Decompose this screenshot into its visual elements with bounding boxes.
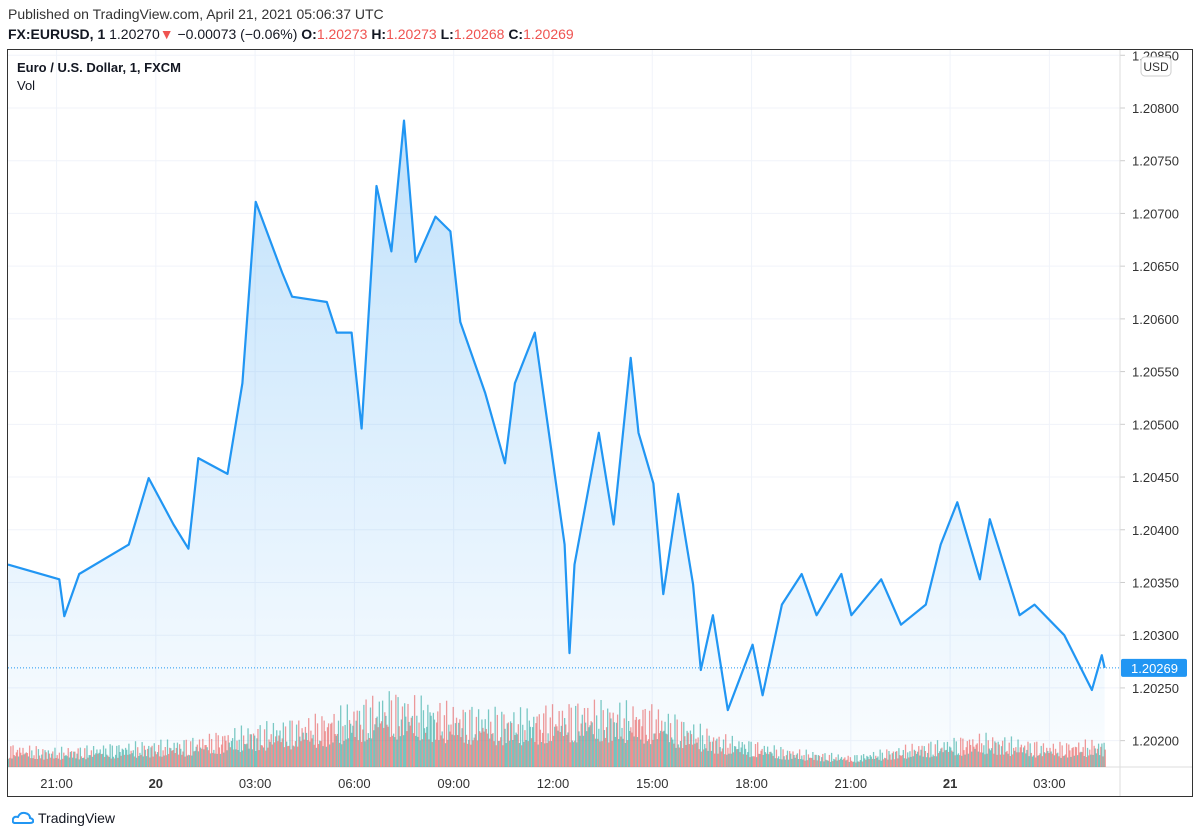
x-tick-label: 06:00	[338, 776, 371, 791]
currency-badge	[1140, 56, 1172, 77]
x-tick-label: 09:00	[437, 776, 470, 791]
x-tick-label: 21:00	[40, 776, 73, 791]
x-tick-label: 03:00	[1033, 776, 1066, 791]
y-tick-label: 1.20750	[1132, 154, 1179, 169]
open-label: O:	[301, 26, 317, 42]
x-tick-label: 18:00	[735, 776, 768, 791]
x-tick-label: 03:00	[239, 776, 272, 791]
y-tick-label: 1.20300	[1132, 628, 1179, 643]
x-tick-label: 12:00	[537, 776, 570, 791]
volume-label: Vol	[17, 78, 36, 93]
price-line	[7, 119, 1106, 712]
y-tick-label: 1.20200	[1132, 734, 1179, 749]
open-value: 1.20273	[316, 26, 368, 42]
volume-bar	[1104, 749, 1106, 767]
x-tick-label: 21	[943, 776, 957, 791]
brand-name: TradingView	[38, 810, 116, 826]
y-tick-label: 1.20800	[1132, 101, 1179, 116]
published-note: Published on TradingView.com, April 21, …	[8, 6, 384, 22]
last-price-badge-text: 1.20269	[1131, 661, 1178, 676]
tradingview-logo[interactable]: TradingView	[12, 810, 115, 826]
pane-title: Euro / U.S. Dollar, 1, FXCM	[17, 60, 181, 75]
y-tick-label: 1.20250	[1132, 681, 1179, 696]
y-tick-label: 1.20550	[1132, 365, 1179, 380]
high-value: 1.20273	[386, 26, 437, 42]
last-price-badge	[1121, 658, 1187, 677]
y-tick-label: 1.20400	[1132, 523, 1179, 538]
chart-frame	[7, 49, 1193, 797]
low-value: 1.20268	[453, 26, 505, 42]
y-tick-label: 1.20450	[1132, 470, 1179, 485]
high-label: H:	[371, 26, 387, 42]
symbol-legend: FX:EURUSD, 1 1.20270▼ −0.00073 (−0.06%) …	[8, 26, 574, 42]
low-label: L:	[440, 26, 454, 42]
x-tick-label: 20	[149, 776, 163, 791]
x-tick-label: 21:00	[835, 776, 868, 791]
change: −0.00073 (−0.06%)	[177, 26, 298, 42]
x-tick-label: 15:00	[636, 776, 669, 791]
y-tick-label: 1.20500	[1132, 417, 1179, 432]
close-value: 1.20269	[523, 26, 574, 42]
last-price: 1.20270	[109, 26, 160, 42]
y-tick-label: 1.20700	[1132, 206, 1179, 221]
y-tick-label: 1.20650	[1132, 259, 1179, 274]
price-area	[8, 120, 1105, 768]
symbol: FX:EURUSD, 1	[8, 26, 106, 42]
y-tick-label: 1.20350	[1132, 575, 1179, 590]
y-tick-label: 1.20600	[1132, 312, 1179, 327]
currency-badge-text: USD	[1143, 60, 1169, 74]
close-label: C:	[508, 26, 524, 42]
cloud-logo-icon	[12, 811, 34, 824]
triangle-down-icon: ▼	[159, 26, 174, 42]
